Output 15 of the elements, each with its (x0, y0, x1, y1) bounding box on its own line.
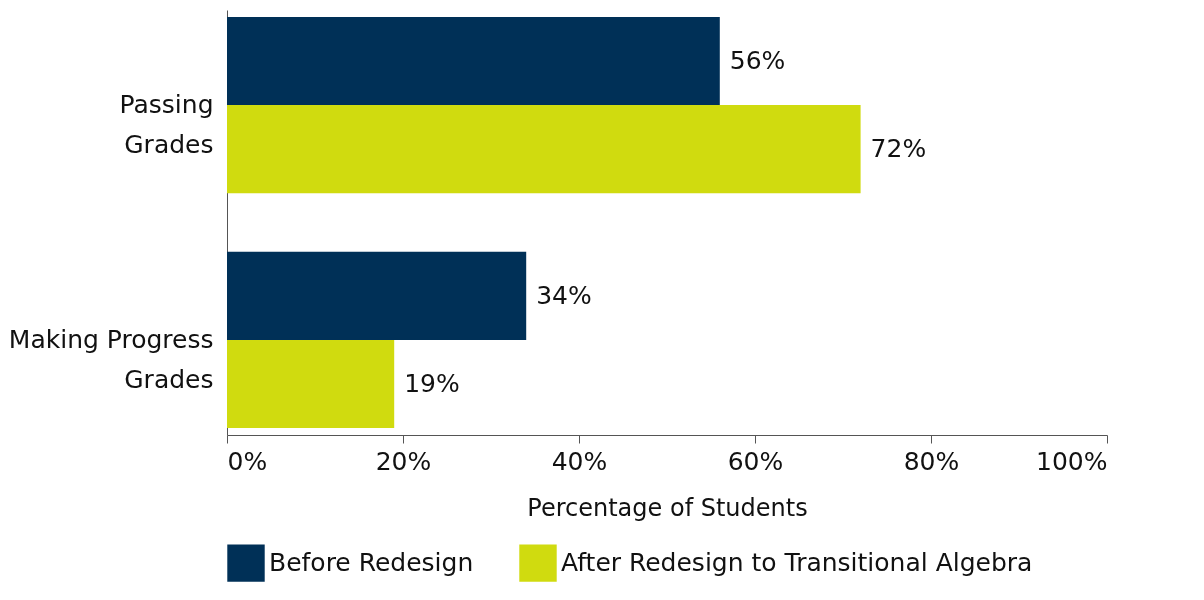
y-tick-label: Passing Grades (119, 90, 214, 160)
data-label: 56% (729, 46, 786, 76)
x-tick-label: 100% (1036, 446, 1108, 476)
x-tick-label: 60% (727, 446, 784, 476)
legend-label: Before Redesign (269, 548, 474, 578)
data-label: 72% (870, 134, 927, 164)
data-label: 19% (404, 368, 460, 398)
x-tick-label: 20% (375, 446, 432, 476)
legend-label: After Redesign to Transitional Algebra (561, 548, 1033, 578)
y-tick-label: Making Progress Grades (8, 324, 214, 394)
x-tick-label: 80% (903, 446, 960, 476)
x-tick-label: 0% (227, 446, 268, 476)
data-label: 34% (536, 280, 592, 310)
x-axis-title: Percentage of Students (527, 493, 808, 522)
x-tick-label: 40% (551, 446, 608, 476)
